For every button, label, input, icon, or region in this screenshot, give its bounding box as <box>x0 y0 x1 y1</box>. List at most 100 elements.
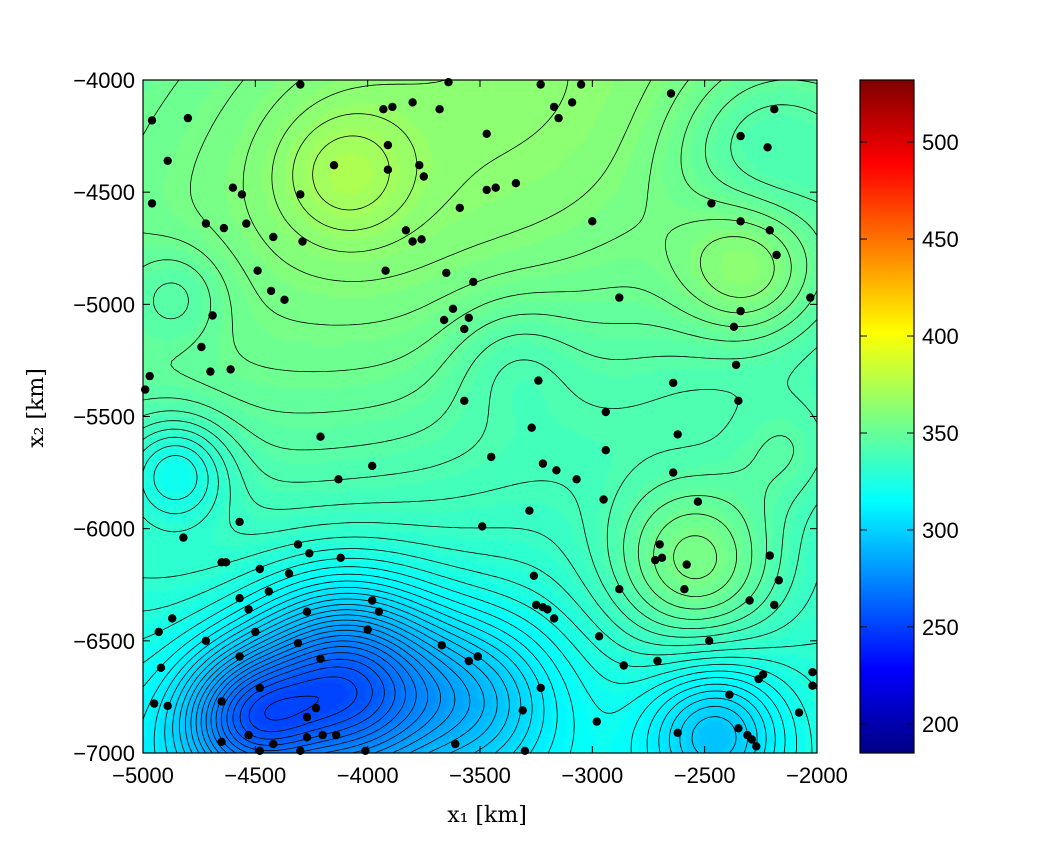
station-point <box>374 607 384 616</box>
x-tick-label: −2500 <box>674 763 736 788</box>
station-point <box>368 596 377 605</box>
station-point <box>464 313 473 322</box>
station-point <box>217 697 226 706</box>
station-point <box>381 266 390 275</box>
station-point <box>183 113 193 123</box>
y-tick-label: −4000 <box>73 68 135 93</box>
station-point <box>197 342 206 352</box>
x-tick-label: −2000 <box>786 763 848 788</box>
station-point <box>482 185 491 195</box>
station-point <box>235 652 244 661</box>
station-point <box>529 571 539 580</box>
colorbar-tick-label: 300 <box>922 518 959 543</box>
station-point <box>368 461 377 471</box>
station-point <box>511 179 521 188</box>
station-point <box>442 268 451 278</box>
station-point <box>244 605 253 614</box>
station-point <box>705 636 714 645</box>
station-point <box>437 641 446 650</box>
contour-fill-field <box>143 80 817 753</box>
station-point <box>615 585 624 594</box>
colorbar-tick-label: 500 <box>922 130 959 155</box>
station-point <box>736 217 745 226</box>
station-point <box>734 396 743 405</box>
station-point <box>217 737 226 746</box>
station-point <box>469 277 478 287</box>
station-point <box>383 140 393 150</box>
station-point <box>361 746 370 755</box>
station-point <box>208 311 217 320</box>
station-point <box>794 708 804 717</box>
station-point <box>311 703 321 713</box>
station-point <box>401 226 411 235</box>
station-point <box>293 638 303 648</box>
station-point <box>588 217 597 226</box>
station-point <box>482 129 491 138</box>
station-point <box>269 232 278 242</box>
station-point <box>316 654 325 663</box>
station-point <box>226 365 235 374</box>
station-point <box>592 717 601 726</box>
station-point <box>255 746 264 755</box>
station-point <box>666 89 676 98</box>
station-point <box>168 614 177 623</box>
colorbar-tick-label: 400 <box>922 324 959 349</box>
y-tick-label: −5000 <box>73 292 135 317</box>
station-point <box>669 378 678 388</box>
station-point <box>408 237 417 246</box>
station-point <box>552 466 561 475</box>
station-point <box>491 183 500 192</box>
station-point <box>444 78 453 87</box>
colorbar-tick-label: 350 <box>922 421 959 446</box>
y-tick-label: −6500 <box>73 629 135 654</box>
station-point <box>147 199 157 208</box>
station-point <box>657 553 667 562</box>
station-point <box>228 183 238 192</box>
colorbar-tick-label: 250 <box>922 615 959 640</box>
station-point <box>619 661 628 670</box>
station-point <box>473 652 482 661</box>
station-point <box>572 475 581 484</box>
y-axis-label: x₂ [km] <box>24 368 49 448</box>
station-point <box>235 517 244 527</box>
station-point <box>302 733 312 742</box>
station-point <box>435 105 444 114</box>
colorbar-frame <box>859 79 915 754</box>
station-point <box>532 600 541 610</box>
station-point <box>680 585 689 594</box>
station-point <box>729 322 739 331</box>
station-point <box>316 432 325 441</box>
station-point <box>808 681 817 690</box>
station-point <box>363 625 372 634</box>
station-point <box>765 551 774 560</box>
station-point <box>765 226 774 235</box>
station-point <box>298 237 307 246</box>
station-point <box>455 203 464 213</box>
station-point <box>379 105 388 114</box>
station-point <box>554 113 563 123</box>
station-point <box>774 576 783 585</box>
station-point <box>707 199 716 208</box>
station-point <box>752 742 761 751</box>
station-point <box>264 587 273 596</box>
station-point <box>280 295 289 304</box>
station-point <box>329 161 339 170</box>
station-point <box>219 223 229 233</box>
station-point <box>217 558 226 567</box>
station-point <box>388 102 397 112</box>
station-point <box>156 663 166 672</box>
colorbar-tick-label: 450 <box>922 227 959 252</box>
station-point <box>673 728 682 737</box>
station-point <box>806 293 815 302</box>
station-point <box>439 315 449 325</box>
station-point <box>145 371 154 381</box>
station-point <box>206 367 215 376</box>
station-point <box>147 116 157 125</box>
contour-plot-area <box>143 80 817 753</box>
station-point <box>284 569 294 578</box>
station-point <box>576 80 586 89</box>
station-point <box>296 80 305 89</box>
station-point <box>520 746 530 755</box>
colorbar <box>860 80 914 753</box>
